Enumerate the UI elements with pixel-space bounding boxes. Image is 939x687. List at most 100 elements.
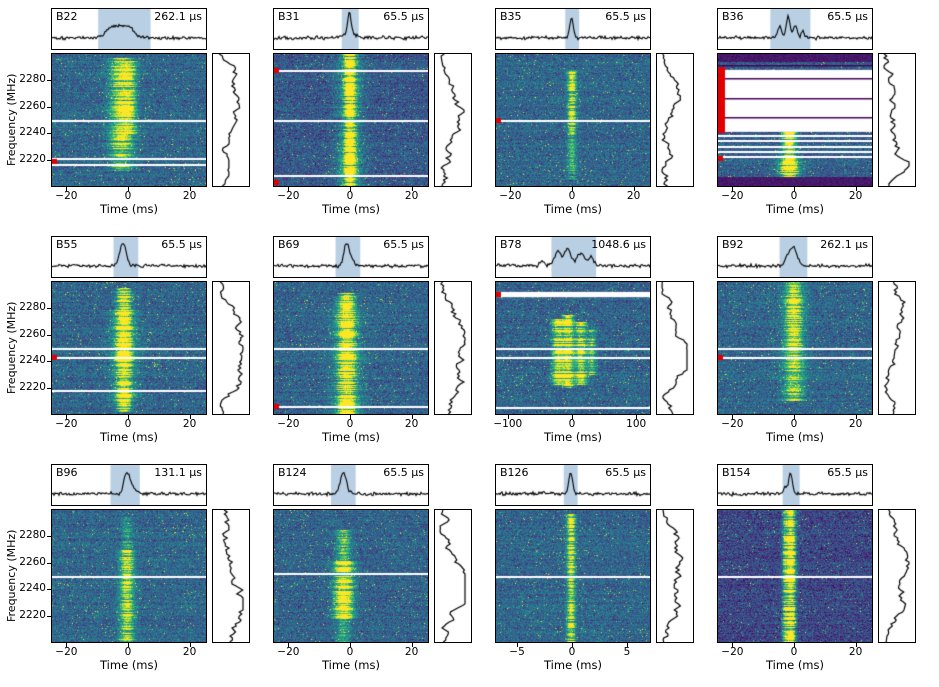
x-tick-label: 20 xyxy=(182,418,197,430)
x-tick-mark xyxy=(732,643,734,647)
frequency-profile-plot xyxy=(434,53,472,187)
x-axis-ticks: −20 0 20 xyxy=(717,643,873,659)
x-tick-label: −20 xyxy=(55,190,78,202)
x-tick-label: 0 xyxy=(124,190,132,202)
waterfall-plot xyxy=(51,53,207,187)
frequency-profile-plot xyxy=(434,281,472,415)
y-tick-label: 2220 xyxy=(19,380,46,393)
burst-duration-label: 1048.6 µs xyxy=(591,238,646,251)
x-axis-ticks: −20 0 20 xyxy=(51,187,207,203)
waterfall-canvas xyxy=(274,510,428,642)
x-tick-mark xyxy=(732,415,734,419)
x-tick-label: −20 xyxy=(721,418,744,430)
y-axis: Frequency (MHz) 2280 2260 2240 2220 xyxy=(4,464,51,672)
x-tick-mark xyxy=(128,415,129,419)
x-tick-label: 0 xyxy=(790,190,798,202)
time-profile-plot: B96 131.1 µs xyxy=(51,464,207,506)
spectrogram-row xyxy=(495,53,694,187)
y-axis: Frequency (MHz) xyxy=(260,464,273,672)
time-profile-canvas xyxy=(496,9,650,49)
x-tick-label: 20 xyxy=(182,190,197,202)
y-tick-label: 2260 xyxy=(19,327,46,340)
burst-panel: Frequency (MHz) B69 65.5 µs −20 0 20 Time … xyxy=(260,236,472,444)
burst-id-label: B22 xyxy=(56,10,78,23)
y-axis: Frequency (MHz) xyxy=(704,236,717,444)
frequency-profile-plot xyxy=(656,53,694,187)
y-tick-mark xyxy=(47,308,51,310)
y-tick-label: 2220 xyxy=(19,152,46,165)
burst-id-label: B55 xyxy=(56,238,78,251)
y-tick-mark xyxy=(47,387,51,389)
burst-id-label: B35 xyxy=(500,10,522,23)
x-tick-mark xyxy=(636,415,638,419)
x-tick-mark xyxy=(794,187,795,191)
x-tick-label: 20 xyxy=(404,190,419,202)
y-tick-mark xyxy=(47,106,51,108)
spectrogram-row xyxy=(717,509,916,643)
burst-id-label: B78 xyxy=(500,238,522,251)
frequency-profile-canvas xyxy=(657,54,693,186)
x-tick-label: 20 xyxy=(404,418,419,430)
burst-duration-label: 65.5 µs xyxy=(161,238,202,251)
time-profile-plot: B92 262.1 µs xyxy=(717,236,873,278)
y-axis: Frequency (MHz) 2280 2260 2240 2220 xyxy=(4,8,51,216)
y-axis-title: Frequency (MHz) xyxy=(5,529,18,623)
x-axis-title: Time (ms) xyxy=(100,430,158,444)
x-tick-label: −20 xyxy=(277,418,300,430)
burst-id-label: B126 xyxy=(500,466,529,479)
spectrogram-row xyxy=(273,281,472,415)
panel-plots: B78 1048.6 µs −100 0 100 Time (ms) xyxy=(493,236,694,444)
waterfall-plot xyxy=(717,509,873,643)
x-axis-ticks: −20 0 20 xyxy=(495,187,651,203)
x-tick-label: −20 xyxy=(277,646,300,658)
x-tick-mark xyxy=(350,415,351,419)
burst-panel: Frequency (MHz) 2280 2260 2240 2220 B22 262… xyxy=(4,8,250,216)
x-axis-ticks: −100 0 100 xyxy=(493,415,651,431)
frequency-profile-plot xyxy=(656,281,694,415)
x-tick-mark xyxy=(572,187,573,191)
x-tick-mark xyxy=(517,643,519,647)
x-tick-label: 5 xyxy=(623,646,631,658)
figure-row-1: Frequency (MHz) 2280 2260 2240 2220 B22 262… xyxy=(4,8,937,216)
x-tick-mark xyxy=(633,187,635,191)
x-tick-mark xyxy=(507,415,509,419)
frequency-profile-canvas xyxy=(213,54,249,186)
panel-plots: B92 262.1 µs −20 0 20 Time (ms) xyxy=(717,236,916,444)
y-tick-label: 2240 xyxy=(19,354,46,367)
y-axis-title: Frequency (MHz) xyxy=(5,301,18,395)
x-tick-mark xyxy=(66,643,68,647)
time-profile-canvas xyxy=(718,9,872,49)
x-tick-mark xyxy=(189,643,191,647)
time-profile-canvas xyxy=(496,237,650,277)
burst-panel: Frequency (MHz) B35 65.5 µs −20 0 20 Time … xyxy=(482,8,694,216)
x-axis-title: Time (ms) xyxy=(100,202,158,216)
x-axis-ticks: −20 0 20 xyxy=(717,187,873,203)
panel-plots: B69 65.5 µs −20 0 20 Time (ms) xyxy=(273,236,472,444)
x-tick-mark xyxy=(288,415,290,419)
x-tick-mark xyxy=(411,187,413,191)
x-tick-label: −20 xyxy=(55,418,78,430)
burst-duration-label: 65.5 µs xyxy=(605,466,646,479)
time-profile-plot: B78 1048.6 µs xyxy=(495,236,651,278)
y-tick-label: 2220 xyxy=(19,608,46,621)
time-profile-plot: B124 65.5 µs xyxy=(273,464,429,506)
waterfall-canvas xyxy=(52,510,206,642)
x-tick-mark xyxy=(794,643,795,647)
spectrogram-row xyxy=(717,53,916,187)
y-tick-mark xyxy=(47,615,51,617)
waterfall-canvas xyxy=(52,282,206,414)
frequency-profile-plot xyxy=(878,53,916,187)
x-tick-mark xyxy=(189,187,191,191)
x-tick-label: 20 xyxy=(848,418,863,430)
x-tick-label: 0 xyxy=(790,418,798,430)
spectrogram-row xyxy=(273,509,472,643)
burst-panel: Frequency (MHz) 2280 2260 2240 2220 B96 131… xyxy=(4,464,250,672)
x-tick-label: 0 xyxy=(790,646,798,658)
burst-panel: Frequency (MHz) B92 262.1 µs −20 0 20 Time… xyxy=(704,236,916,444)
x-tick-mark xyxy=(350,187,351,191)
x-tick-mark xyxy=(128,643,129,647)
waterfall-canvas xyxy=(496,282,650,414)
burst-panel: Frequency (MHz) B36 65.5 µs −20 0 20 Time … xyxy=(704,8,916,216)
frequency-profile-plot xyxy=(878,509,916,643)
burst-duration-label: 65.5 µs xyxy=(383,10,424,23)
